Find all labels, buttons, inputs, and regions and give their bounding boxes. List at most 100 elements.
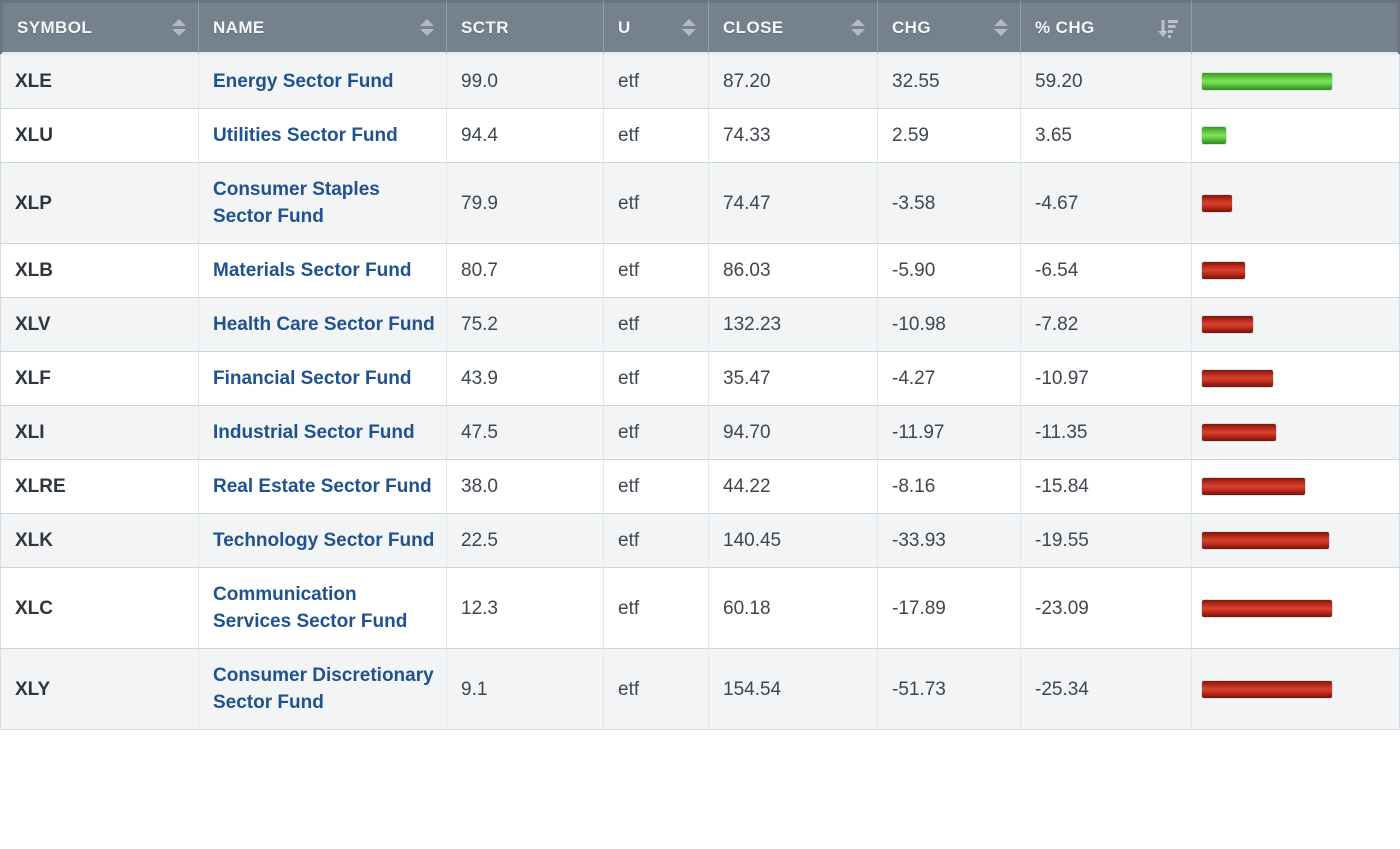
chg-cell: -10.98	[878, 297, 1021, 351]
sctr-cell: 75.2	[447, 297, 604, 351]
name-cell: Financial Sector Fund	[199, 351, 447, 405]
table-row: XLP Consumer Staples Sector Fund 79.9 etf 74…	[0, 162, 1400, 243]
sctr-cell: 43.9	[447, 351, 604, 405]
name-cell: Consumer Staples Sector Fund	[199, 162, 447, 243]
symbol-cell: XLI	[0, 405, 199, 459]
chg-cell: -17.89	[878, 567, 1021, 648]
chart-cell	[1192, 243, 1400, 297]
name-cell: Health Care Sector Fund	[199, 297, 447, 351]
column-header-sctr[interactable]: SCTR	[447, 0, 604, 55]
table-row: XLE Energy Sector Fund 99.0 etf 87.20 32.55 59…	[0, 55, 1400, 108]
sort-icon	[420, 19, 434, 36]
column-header-u-label: U	[618, 17, 631, 37]
sector-summary-table: SYMBOL NAME SCTR U	[0, 0, 1400, 730]
fund-name-link[interactable]: Technology Sector Fund	[213, 530, 435, 551]
chart-cell	[1192, 55, 1400, 108]
universe-cell: etf	[604, 405, 709, 459]
sort-icon	[172, 19, 186, 36]
sort-icon	[682, 19, 696, 36]
fund-name-link[interactable]: Utilities Sector Fund	[213, 125, 398, 146]
chg-cell: -3.58	[878, 162, 1021, 243]
name-cell: Communication Services Sector Fund	[199, 567, 447, 648]
table-body: XLE Energy Sector Fund 99.0 etf 87.20 32.55 59…	[0, 55, 1400, 730]
negative-change-bar	[1202, 424, 1276, 441]
close-cell: 140.45	[709, 513, 878, 567]
close-cell: 60.18	[709, 567, 878, 648]
symbol-cell: XLU	[0, 108, 199, 162]
universe-cell: etf	[604, 567, 709, 648]
sctr-cell: 38.0	[447, 459, 604, 513]
pct-chg-cell: 59.20	[1021, 55, 1192, 108]
table-row: XLB Materials Sector Fund 80.7 etf 86.03 -5.9…	[0, 243, 1400, 297]
table-header: SYMBOL NAME SCTR U	[0, 0, 1400, 55]
column-header-chg-label: CHG	[892, 17, 931, 37]
name-cell: Utilities Sector Fund	[199, 108, 447, 162]
sctr-cell: 47.5	[447, 405, 604, 459]
pct-chg-cell: -19.55	[1021, 513, 1192, 567]
fund-name-link[interactable]: Communication Services Sector Fund	[213, 584, 408, 632]
name-cell: Materials Sector Fund	[199, 243, 447, 297]
negative-change-bar	[1202, 680, 1332, 698]
sctr-cell: 79.9	[447, 162, 604, 243]
column-header-name-label: NAME	[213, 17, 265, 37]
chart-cell	[1192, 351, 1400, 405]
sctr-cell: 9.1	[447, 648, 604, 730]
chart-cell	[1192, 513, 1400, 567]
pct-chg-cell: -7.82	[1021, 297, 1192, 351]
pct-chg-cell: -23.09	[1021, 567, 1192, 648]
symbol-cell: XLV	[0, 297, 199, 351]
column-header-name[interactable]: NAME	[199, 0, 447, 55]
symbol-cell: XLF	[0, 351, 199, 405]
column-header-pct-chg[interactable]: % CHG	[1021, 0, 1192, 55]
fund-name-link[interactable]: Industrial Sector Fund	[213, 422, 415, 443]
universe-cell: etf	[604, 351, 709, 405]
fund-name-link[interactable]: Energy Sector Fund	[213, 71, 394, 92]
fund-name-link[interactable]: Health Care Sector Fund	[213, 314, 435, 335]
close-cell: 132.23	[709, 297, 878, 351]
name-cell: Consumer Discretionary Sector Fund	[199, 648, 447, 730]
chg-cell: 2.59	[878, 108, 1021, 162]
universe-cell: etf	[604, 459, 709, 513]
column-header-close-label: CLOSE	[723, 17, 784, 37]
positive-change-bar	[1202, 73, 1332, 90]
table-row: XLU Utilities Sector Fund 94.4 etf 74.33 2.59…	[0, 108, 1400, 162]
universe-cell: etf	[604, 55, 709, 108]
table-row: XLC Communication Services Sector Fund 12.…	[0, 567, 1400, 648]
chart-cell	[1192, 162, 1400, 243]
pct-chg-cell: -25.34	[1021, 648, 1192, 730]
pct-chg-cell: -6.54	[1021, 243, 1192, 297]
name-cell: Energy Sector Fund	[199, 55, 447, 108]
fund-name-link[interactable]: Materials Sector Fund	[213, 260, 412, 281]
chg-cell: -11.97	[878, 405, 1021, 459]
fund-name-link[interactable]: Real Estate Sector Fund	[213, 476, 432, 497]
pct-chg-cell: -10.97	[1021, 351, 1192, 405]
table-row: XLF Financial Sector Fund 43.9 etf 35.47 -4.2…	[0, 351, 1400, 405]
table-row: XLV Health Care Sector Fund 75.2 etf 132.23-…	[0, 297, 1400, 351]
fund-name-link[interactable]: Financial Sector Fund	[213, 368, 412, 389]
column-header-symbol[interactable]: SYMBOL	[0, 0, 199, 55]
column-header-u[interactable]: U	[604, 0, 709, 55]
symbol-cell: XLY	[0, 648, 199, 730]
symbol-cell: XLE	[0, 55, 199, 108]
sort-icon	[851, 19, 865, 36]
chg-cell: -5.90	[878, 243, 1021, 297]
close-cell: 86.03	[709, 243, 878, 297]
column-header-chg[interactable]: CHG	[878, 0, 1021, 55]
column-header-pct-chg-label: % CHG	[1035, 17, 1095, 37]
symbol-cell: XLC	[0, 567, 199, 648]
sctr-cell: 99.0	[447, 55, 604, 108]
universe-cell: etf	[604, 243, 709, 297]
table-row: XLI Industrial Sector Fund 47.5 etf 94.70 -11…	[0, 405, 1400, 459]
pct-chg-cell: -15.84	[1021, 459, 1192, 513]
chart-cell	[1192, 567, 1400, 648]
fund-name-link[interactable]: Consumer Discretionary Sector Fund	[213, 665, 434, 713]
positive-change-bar	[1202, 127, 1226, 144]
negative-change-bar	[1202, 262, 1245, 279]
column-header-close[interactable]: CLOSE	[709, 0, 878, 55]
chg-cell: 32.55	[878, 55, 1021, 108]
name-cell: Industrial Sector Fund	[199, 405, 447, 459]
table-row: XLY Consumer Discretionary Sector Fund 9.1…	[0, 648, 1400, 730]
pct-chg-cell: -4.67	[1021, 162, 1192, 243]
fund-name-link[interactable]: Consumer Staples Sector Fund	[213, 179, 380, 227]
chg-cell: -51.73	[878, 648, 1021, 730]
